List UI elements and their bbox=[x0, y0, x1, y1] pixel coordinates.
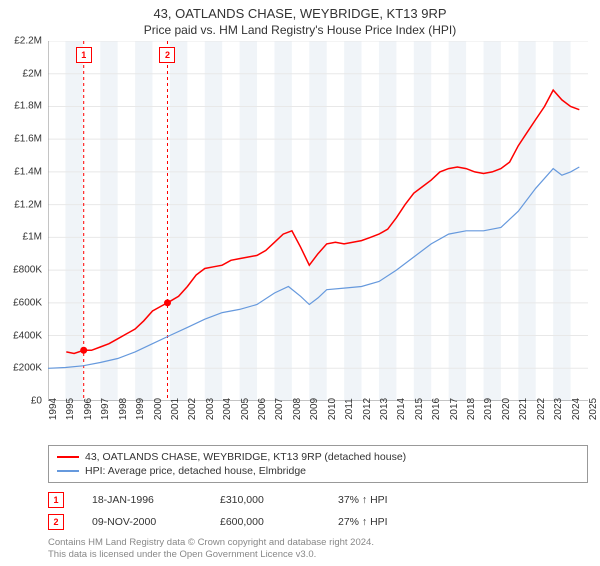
event-date: 18-JAN-1996 bbox=[92, 494, 192, 506]
x-tick-label: 2025 bbox=[588, 398, 599, 420]
x-tick-label: 2004 bbox=[222, 398, 233, 420]
y-tick-label: £400K bbox=[2, 330, 42, 341]
x-tick-label: 2020 bbox=[501, 398, 512, 420]
y-tick-label: £600K bbox=[2, 297, 42, 308]
y-tick-label: £1.2M bbox=[2, 199, 42, 210]
legend-row: 43, OATLANDS CHASE, WEYBRIDGE, KT13 9RP … bbox=[57, 450, 579, 464]
x-tick-label: 2017 bbox=[449, 398, 460, 420]
y-tick-label: £200K bbox=[2, 363, 42, 374]
x-tick-label: 2023 bbox=[553, 398, 564, 420]
event-date: 09-NOV-2000 bbox=[92, 516, 192, 528]
y-tick-label: £1.8M bbox=[2, 101, 42, 112]
legend-label: HPI: Average price, detached house, Elmb… bbox=[85, 465, 306, 477]
x-tick-label: 2014 bbox=[396, 398, 407, 420]
footer: Contains HM Land Registry data © Crown c… bbox=[48, 537, 588, 562]
x-tick-label: 2000 bbox=[153, 398, 164, 420]
x-tick-label: 2015 bbox=[414, 398, 425, 420]
x-tick-label: 2012 bbox=[362, 398, 373, 420]
chart: £0£200K£400K£600K£800K£1M£1.2M£1.4M£1.6M… bbox=[48, 41, 588, 401]
x-tick-label: 2007 bbox=[274, 398, 285, 420]
event-table: 1 18-JAN-1996 £310,000 37% ↑ HPI 2 09-NOV-200… bbox=[48, 489, 588, 533]
x-tick-label: 1995 bbox=[65, 398, 76, 420]
x-tick-label: 2018 bbox=[466, 398, 477, 420]
x-tick-label: 1999 bbox=[135, 398, 146, 420]
x-tick-label: 1996 bbox=[83, 398, 94, 420]
event-marker: 2 bbox=[48, 514, 64, 530]
event-diff: 37% ↑ HPI bbox=[338, 494, 388, 506]
legend-swatch bbox=[57, 470, 79, 472]
x-tick-label: 2016 bbox=[431, 398, 442, 420]
x-tick-label: 2021 bbox=[518, 398, 529, 420]
event-diff: 27% ↑ HPI bbox=[338, 516, 388, 528]
x-tick-label: 1997 bbox=[100, 398, 111, 420]
y-tick-label: £1M bbox=[2, 232, 42, 243]
y-tick-label: £1.6M bbox=[2, 134, 42, 145]
x-tick-label: 2003 bbox=[205, 398, 216, 420]
event-marker: 2 bbox=[159, 47, 175, 63]
x-tick-label: 2001 bbox=[170, 398, 181, 420]
legend-swatch bbox=[57, 456, 79, 458]
legend-row: HPI: Average price, detached house, Elmb… bbox=[57, 464, 579, 478]
page-subtitle: Price paid vs. HM Land Registry's House … bbox=[0, 23, 600, 37]
x-tick-label: 2024 bbox=[571, 398, 582, 420]
event-row: 1 18-JAN-1996 £310,000 37% ↑ HPI bbox=[48, 489, 588, 511]
page-title: 43, OATLANDS CHASE, WEYBRIDGE, KT13 9RP bbox=[0, 6, 600, 21]
x-tick-label: 2022 bbox=[536, 398, 547, 420]
x-tick-label: 2002 bbox=[187, 398, 198, 420]
footer-line: Contains HM Land Registry data © Crown c… bbox=[48, 537, 588, 549]
event-row: 2 09-NOV-2000 £600,000 27% ↑ HPI bbox=[48, 511, 588, 533]
x-tick-label: 2011 bbox=[344, 398, 355, 420]
x-tick-label: 1994 bbox=[48, 398, 59, 420]
x-tick-label: 1998 bbox=[118, 398, 129, 420]
event-price: £600,000 bbox=[220, 516, 310, 528]
chart-svg bbox=[48, 41, 588, 401]
y-tick-label: £0 bbox=[2, 396, 42, 407]
x-tick-label: 2010 bbox=[327, 398, 338, 420]
x-tick-label: 2009 bbox=[309, 398, 320, 420]
x-tick-label: 2019 bbox=[483, 398, 494, 420]
x-tick-label: 2006 bbox=[257, 398, 268, 420]
y-tick-label: £2M bbox=[2, 68, 42, 79]
event-price: £310,000 bbox=[220, 494, 310, 506]
legend-label: 43, OATLANDS CHASE, WEYBRIDGE, KT13 9RP … bbox=[85, 451, 406, 463]
x-tick-label: 2013 bbox=[379, 398, 390, 420]
y-tick-label: £800K bbox=[2, 265, 42, 276]
event-marker: 1 bbox=[48, 492, 64, 508]
y-tick-label: £1.4M bbox=[2, 166, 42, 177]
x-tick-label: 2008 bbox=[292, 398, 303, 420]
x-tick-label: 2005 bbox=[240, 398, 251, 420]
legend: 43, OATLANDS CHASE, WEYBRIDGE, KT13 9RP … bbox=[48, 445, 588, 483]
y-tick-label: £2.2M bbox=[2, 36, 42, 47]
event-marker: 1 bbox=[76, 47, 92, 63]
